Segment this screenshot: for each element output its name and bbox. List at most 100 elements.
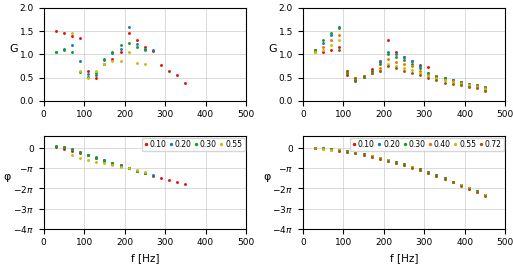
0.20: [361, 152, 367, 156]
0.30: [433, 174, 440, 177]
0.72: [401, 164, 407, 167]
0.20: [401, 163, 407, 166]
0.72: [409, 166, 415, 169]
0.20: [458, 183, 464, 186]
0.40: [474, 190, 480, 194]
0.40: [385, 159, 391, 162]
0.30: [458, 183, 464, 186]
0.40: [344, 150, 350, 153]
0.10: [85, 153, 91, 157]
0.10: [385, 158, 391, 161]
Y-axis label: φ: φ: [4, 172, 11, 182]
0.20: [433, 174, 440, 177]
0.30: [126, 167, 132, 170]
0.10: [401, 163, 407, 166]
0.55: [117, 165, 124, 168]
0.30: [320, 147, 326, 150]
0.30: [377, 156, 383, 160]
0.72: [466, 187, 472, 190]
0.10: [174, 181, 181, 184]
0.72: [417, 169, 423, 172]
0.10: [150, 174, 156, 177]
0.10: [69, 149, 75, 152]
0.30: [328, 148, 334, 151]
0.30: [417, 168, 423, 171]
0.30: [401, 163, 407, 166]
0.10: [328, 148, 334, 151]
0.55: [409, 166, 415, 169]
0.20: [61, 146, 67, 149]
0.40: [401, 163, 407, 167]
0.55: [449, 180, 456, 184]
0.55: [474, 190, 480, 193]
0.10: [134, 169, 140, 172]
0.30: [449, 180, 456, 183]
0.10: [449, 180, 456, 183]
0.10: [417, 168, 423, 171]
0.55: [466, 187, 472, 190]
0.55: [69, 153, 75, 157]
0.30: [117, 164, 124, 168]
0.30: [352, 151, 359, 154]
0.55: [385, 159, 391, 162]
0.55: [425, 171, 431, 174]
0.72: [352, 152, 359, 155]
0.72: [377, 157, 383, 160]
0.55: [393, 161, 399, 164]
Line: 0.20: 0.20: [54, 145, 154, 177]
0.40: [336, 149, 342, 152]
0.55: [442, 177, 448, 180]
Line: 0.30: 0.30: [54, 145, 146, 174]
0.40: [377, 157, 383, 160]
0.30: [53, 145, 59, 148]
0.30: [482, 193, 488, 197]
0.10: [109, 161, 115, 164]
0.55: [320, 147, 326, 151]
0.55: [85, 158, 91, 161]
0.20: [336, 148, 342, 152]
0.72: [458, 184, 464, 187]
0.72: [344, 150, 350, 153]
X-axis label: f [Hz]: f [Hz]: [390, 253, 418, 263]
0.10: [320, 147, 326, 150]
0.10: [53, 146, 59, 149]
0.30: [69, 148, 75, 151]
0.55: [401, 163, 407, 167]
0.30: [336, 148, 342, 152]
0.20: [312, 147, 318, 150]
Y-axis label: G: G: [10, 44, 18, 54]
0.20: [85, 153, 91, 156]
0.20: [482, 193, 488, 197]
0.10: [433, 174, 440, 177]
0.30: [361, 152, 367, 156]
Line: 0.55: 0.55: [70, 154, 146, 173]
0.30: [385, 158, 391, 161]
0.10: [409, 165, 415, 168]
0.20: [385, 158, 391, 161]
0.40: [449, 181, 456, 184]
0.55: [336, 149, 342, 152]
0.30: [101, 159, 107, 163]
0.20: [368, 154, 374, 157]
0.20: [377, 156, 383, 160]
0.72: [336, 149, 342, 152]
0.55: [328, 148, 334, 151]
0.20: [466, 186, 472, 190]
Line: 0.40: 0.40: [313, 147, 487, 197]
0.10: [312, 147, 318, 150]
0.55: [109, 164, 115, 167]
0.30: [344, 149, 350, 153]
0.10: [425, 171, 431, 174]
0.20: [352, 151, 359, 154]
0.10: [142, 172, 148, 175]
0.30: [393, 161, 399, 164]
0.10: [442, 177, 448, 180]
0.55: [101, 162, 107, 165]
0.10: [482, 193, 488, 197]
0.72: [368, 155, 374, 158]
0.40: [393, 161, 399, 164]
Line: 0.72: 0.72: [338, 149, 487, 197]
0.40: [409, 166, 415, 169]
0.55: [458, 184, 464, 187]
0.10: [101, 159, 107, 162]
